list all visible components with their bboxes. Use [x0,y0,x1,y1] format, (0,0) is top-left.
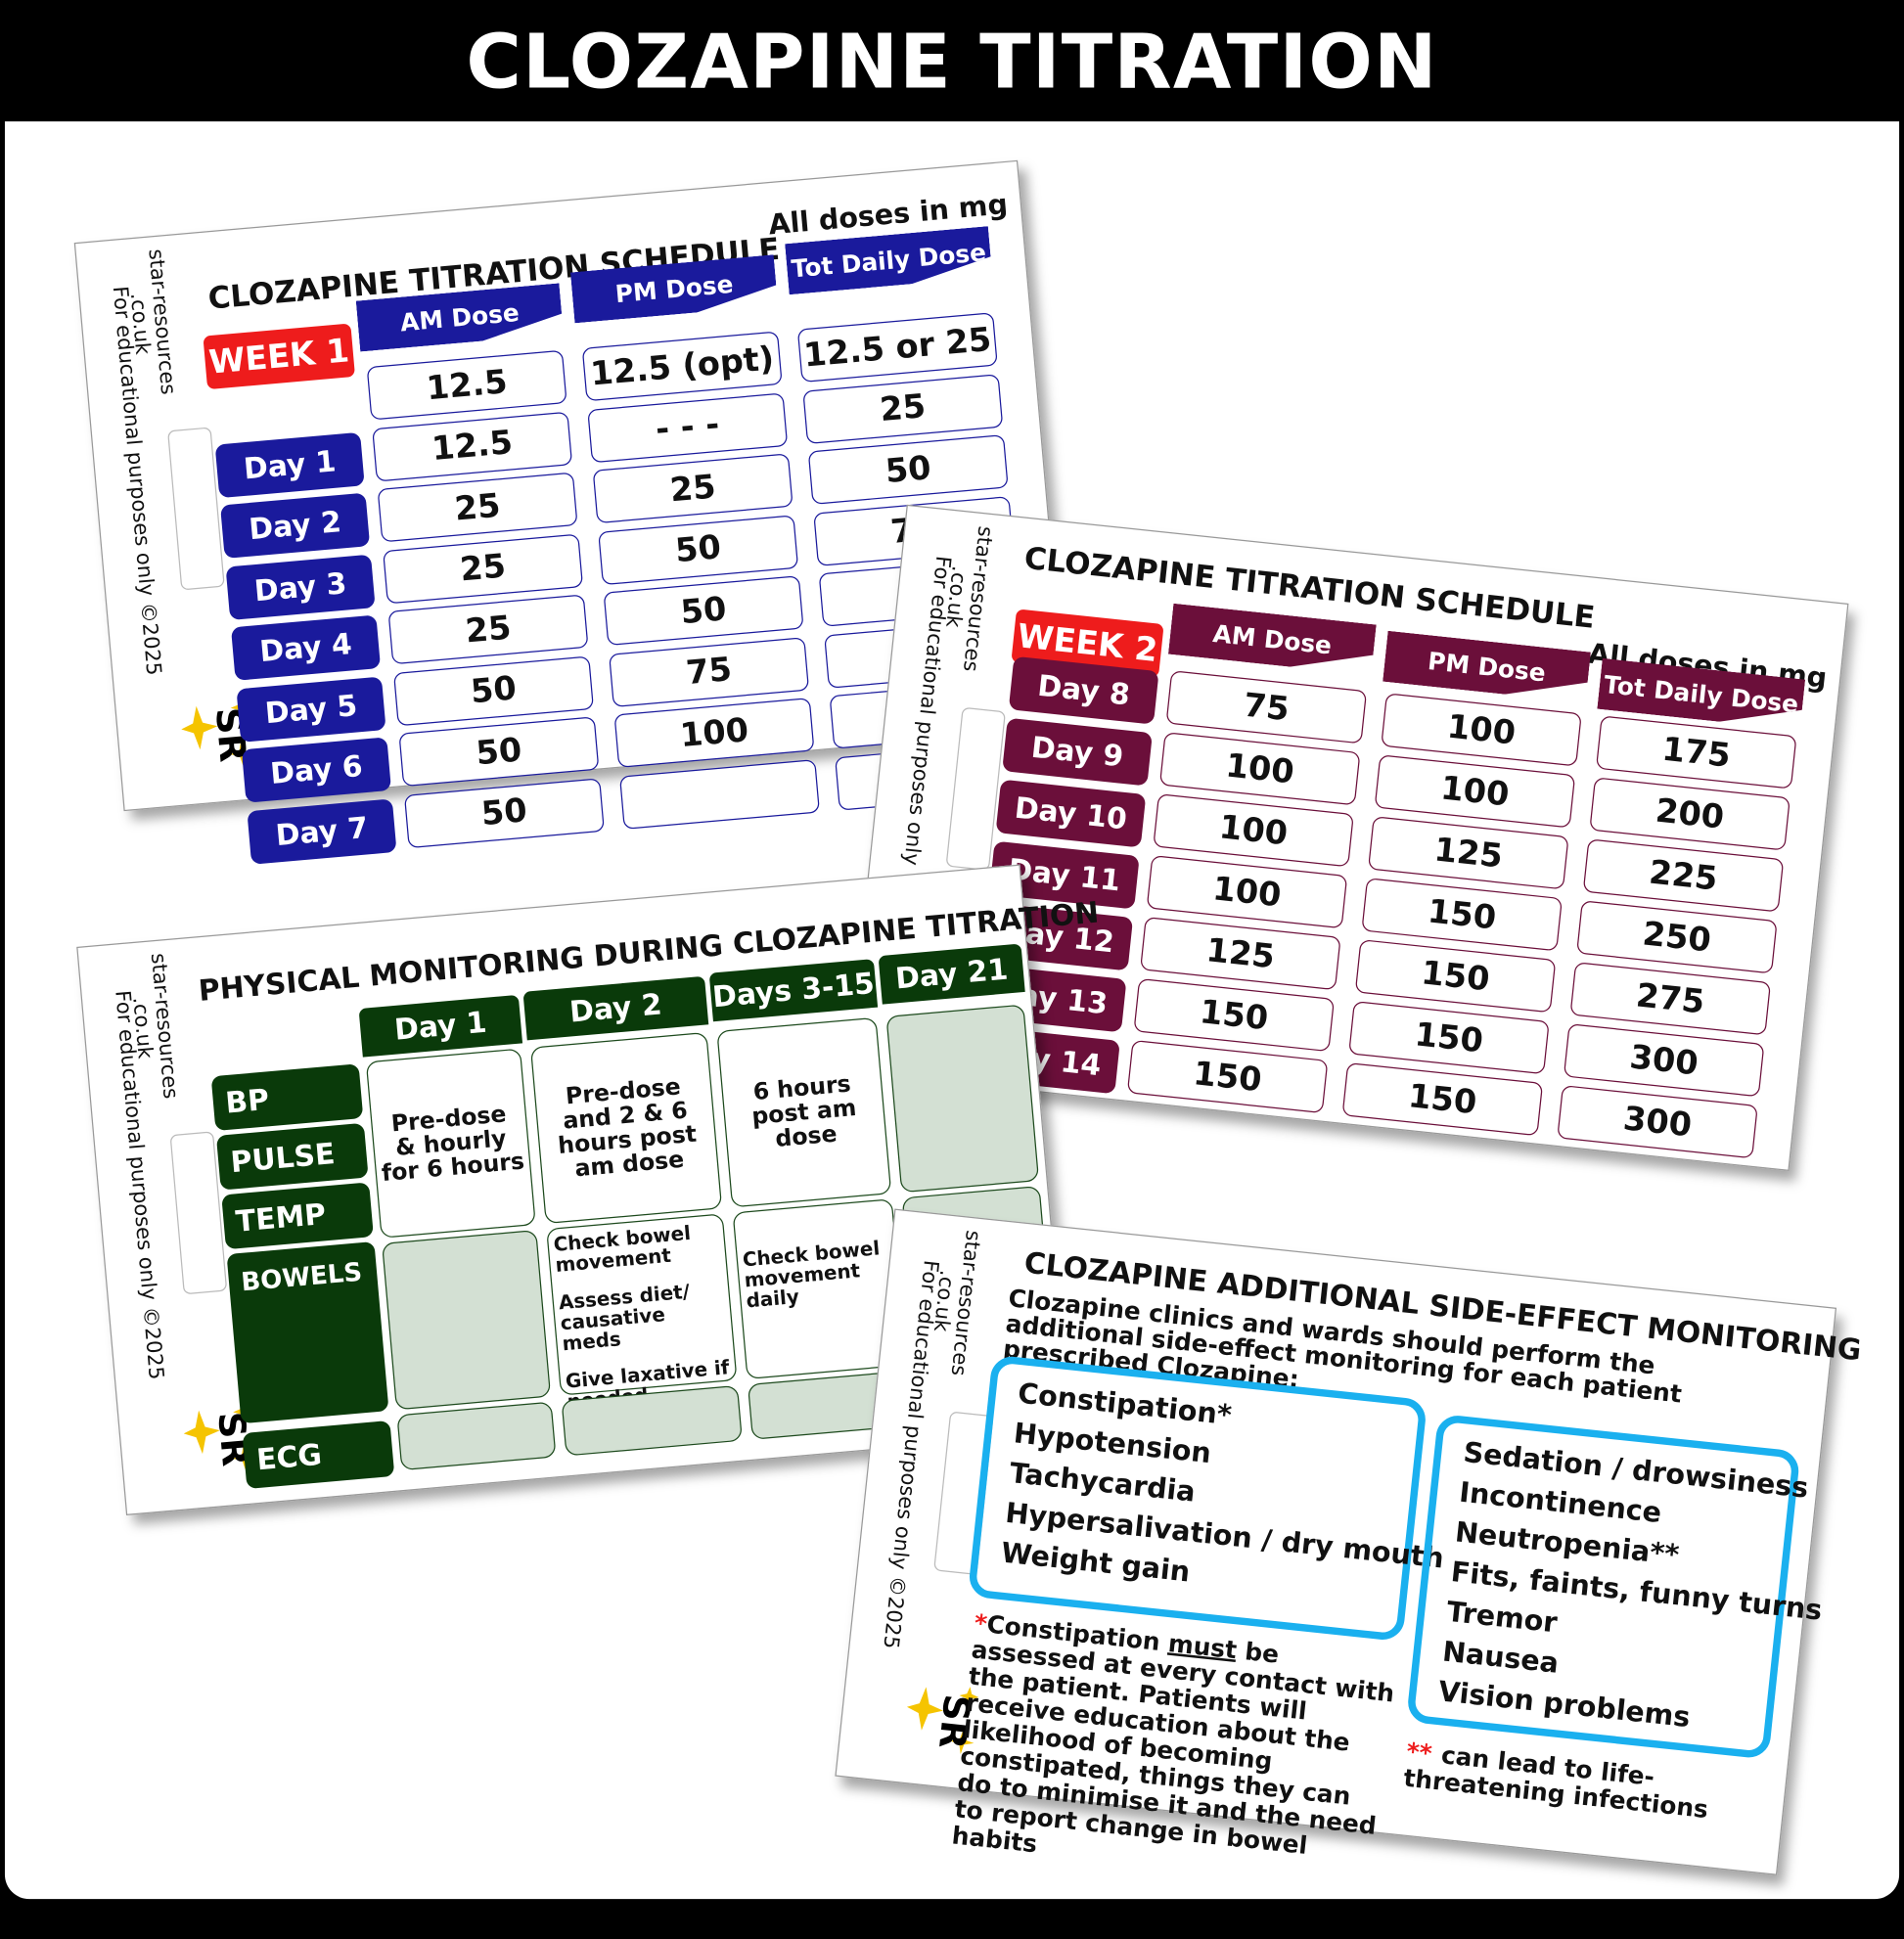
svg-text:SR: SR [930,1692,979,1751]
bowels-cell-day1 [381,1229,552,1411]
row-label-day: Day 5 [236,675,386,743]
vitals-cell [885,1004,1040,1194]
footnote-constipation: *Constipation must be assessed at every … [950,1608,1399,1893]
row-label-day: Day 4 [230,614,382,681]
side-effect-list-left: Constipation* Hypotension Tachycardia Hyper… [967,1354,1445,1643]
dose-cell-am: 25 [383,532,584,604]
dose-cell-pm: 50 [598,514,799,585]
row-label-day: Day 1 [214,431,365,498]
dose-cell-tot: 225 [1582,838,1785,913]
row-label-pulse: PULSE [215,1122,369,1191]
dose-cell-tot: 175 [1595,715,1797,789]
monitoring-card: For educational purposes only ©2025 star-… [76,864,1101,1516]
dose-cell-pm: 150 [1341,1061,1544,1137]
side-effect-list-right: Sedation / drowsiness Incontinence Neutrop… [1406,1413,1824,1760]
footnote-text: be assessed at every contact with the pa… [950,1634,1396,1861]
row-label-bp: BP [210,1063,364,1132]
dose-cell-am: 100 [1158,732,1361,806]
vitals-cell: Pre-dose & hourly for 6 hours [365,1048,536,1239]
dose-cell-tot: 300 [1557,1085,1758,1159]
footnote-marker: * [1215,1399,1234,1432]
dose-cell-am: 25 [377,472,578,543]
row-label-bowels: BOWELS [226,1240,389,1424]
column-header: Day 1 [358,994,523,1058]
website-text: star-resources .co.uk [925,1227,985,1376]
dose-cell-tot: 275 [1569,962,1772,1036]
dose-cell-pm: 100 [1381,693,1582,767]
row-label-ecg: ECG [242,1420,395,1490]
row-label-day: Day 2 [220,492,371,559]
dose-cell-pm: 150 [1361,878,1564,952]
dose-cell-am: 150 [1133,977,1336,1053]
dose-cell-pm: 50 [603,575,804,647]
ecg-cell [396,1401,557,1471]
dose-cell-am: 150 [1126,1039,1329,1114]
dose-cell-tot: 300 [1563,1023,1765,1098]
side-effect-name: Tremor [1445,1596,1559,1640]
dose-cell-tot: 25 [802,373,1004,444]
footnote-text: can lead to life-threatening infections [1402,1739,1710,1825]
dose-cell-pm: 150 [1354,939,1557,1014]
dose-cell-tot: 200 [1589,777,1791,851]
bowels-instruction: Check bowel movement [552,1221,692,1277]
column-header: AM Dose [1168,604,1377,676]
dose-cell-am: 125 [1140,916,1341,991]
side-strip: For educational purposes only ©2025 star-… [836,1210,1016,1790]
dose-cell-am: 25 [387,594,589,665]
dose-cell-pm: 100 [1374,754,1576,829]
side-effect-name: Nausea [1440,1636,1561,1681]
dose-cell-pm: 125 [1367,816,1569,890]
footnote-marker: ** [1648,1537,1681,1572]
dose-cell-pm: 25 [592,453,793,524]
week-badge: WEEK 1 [203,323,356,390]
row-label-temp: TEMP [221,1182,374,1250]
dose-cell-tot: 50 [807,434,1009,505]
dose-cell-am: 12.5 [372,411,573,482]
row-label-day: Day 3 [225,554,376,620]
dose-cell-pm: 12.5 (opt) [581,331,783,402]
dose-cell-pm: - - - [587,391,789,463]
bowels-cell-day2: Check bowel movement Assess diet/ causati… [546,1213,738,1414]
footnote-neutropenia: ** can lead to life-threatening infection… [1402,1736,1722,1825]
column-header: Days 3-15 [708,959,879,1022]
dose-cell-am: 100 [1153,793,1354,868]
column-header: PM Dose [1383,631,1591,703]
dose-cell-pm: 150 [1348,1000,1550,1075]
vitals-cell: Pre-dose and 2 & 6 hours post am dose [529,1031,723,1225]
dose-cell-tot: 12.5 or 25 [796,312,998,383]
column-header: Day 2 [522,975,709,1041]
row-label-day: Day 10 [995,779,1147,848]
dose-cell-pm: 75 [609,636,810,707]
bowels-instruction: Assess diet/ causative meds [557,1280,691,1356]
dose-cell-am: 12.5 [366,349,567,421]
website-text: star-resources .co.uk [937,522,997,673]
column-header: Day 21 [878,943,1025,1005]
vitals-cell: 6 hours post am dose [716,1016,892,1208]
dose-cell-tot: 250 [1576,900,1778,974]
dose-cell-am: 50 [392,654,594,726]
dose-cell-am: 100 [1146,854,1348,929]
sr-logo-icon: SR [902,1676,985,1759]
dose-cell-am: 75 [1165,670,1368,744]
row-label-day: Day 9 [1002,717,1153,787]
side-effect-card: For educational purposes only ©2025 star-… [835,1208,1863,1875]
week1-card: For educational purposes only ©2025 star-… [73,159,1067,865]
page-title: CLOZAPINE TITRATION [466,16,1438,106]
